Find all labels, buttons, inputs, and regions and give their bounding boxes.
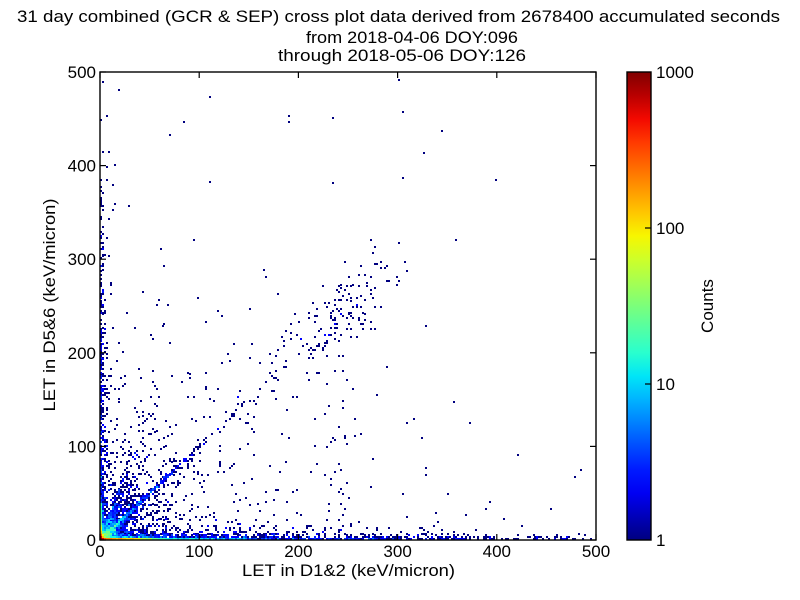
svg-text:LET in D1&2 (keV/micron): LET in D1&2 (keV/micron) bbox=[242, 561, 455, 580]
svg-text:100: 100 bbox=[656, 219, 684, 238]
svg-text:100: 100 bbox=[68, 437, 96, 456]
svg-text:400: 400 bbox=[68, 157, 96, 176]
svg-text:500: 500 bbox=[68, 63, 96, 82]
svg-text:1: 1 bbox=[656, 531, 665, 550]
svg-text:through 2018-05-06 DOY:126: through 2018-05-06 DOY:126 bbox=[278, 46, 526, 65]
svg-text:300: 300 bbox=[383, 542, 411, 561]
svg-text:10: 10 bbox=[656, 375, 675, 394]
svg-text:200: 200 bbox=[68, 344, 96, 363]
svg-text:from 2018-04-06 DOY:096: from 2018-04-06 DOY:096 bbox=[306, 28, 518, 47]
svg-text:0: 0 bbox=[95, 542, 104, 561]
svg-text:Counts: Counts bbox=[698, 279, 717, 333]
svg-text:300: 300 bbox=[68, 250, 96, 269]
svg-text:31 day combined (GCR & SEP) cr: 31 day combined (GCR & SEP) cross plot d… bbox=[17, 7, 780, 26]
svg-text:500: 500 bbox=[582, 542, 610, 561]
svg-text:400: 400 bbox=[483, 542, 511, 561]
svg-text:0: 0 bbox=[87, 531, 96, 550]
svg-text:1000: 1000 bbox=[656, 63, 694, 82]
svg-text:LET in D5&6 (keV/micron): LET in D5&6 (keV/micron) bbox=[40, 199, 59, 412]
svg-text:200: 200 bbox=[284, 542, 312, 561]
svg-text:100: 100 bbox=[185, 542, 213, 561]
